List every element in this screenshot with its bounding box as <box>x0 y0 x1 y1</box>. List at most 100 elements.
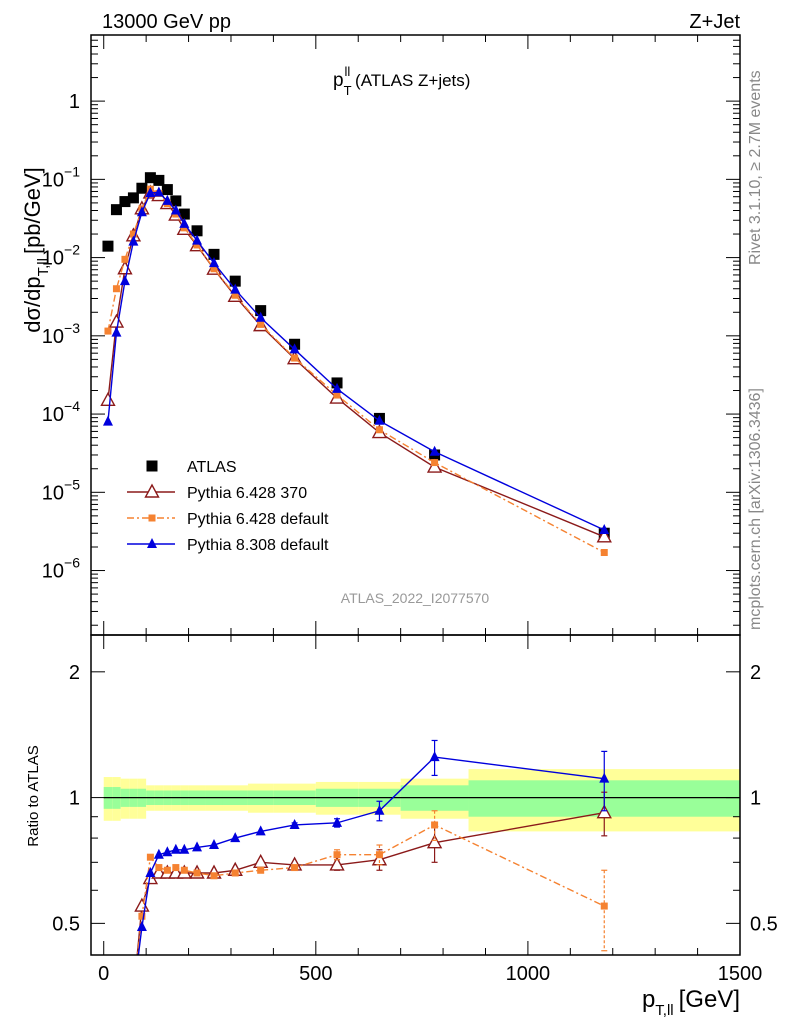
legend-entry: Pythia 6.428 default <box>187 511 329 528</box>
main-ylabel-sub: T,ll <box>35 258 52 276</box>
ratio-data-point <box>193 869 201 877</box>
legend-marker <box>146 460 158 472</box>
main-data-point <box>100 391 116 406</box>
ratio-data-point <box>596 804 612 819</box>
legend: ATLAS Pythia 6.428 370 Pythia 6.428 defaul… <box>127 459 329 554</box>
ratio-data-point <box>138 912 146 920</box>
ratio-data-point <box>209 839 220 850</box>
ratio-ytick-label-right: 0.5 <box>750 913 778 935</box>
plot-title-sub: T <box>344 83 352 98</box>
ratio-data-point <box>145 866 156 877</box>
mcplots-label: mcplots.cern.ch [arXiv:1306.3436] <box>747 388 764 630</box>
ratio-ytick-label-right: 1 <box>750 788 761 810</box>
main-axis-ticks: 10−6 10−5 10−4 10−3 10−2 10−1 1 <box>42 34 740 626</box>
ratio-data-point <box>210 872 218 880</box>
main-data-point <box>210 265 218 273</box>
main-data-point <box>129 230 137 238</box>
ratio-data-point <box>255 825 266 836</box>
main-ytick-label: 10−2 <box>42 242 80 270</box>
plot-title-rest: (ATLAS Z+jets) <box>350 71 470 90</box>
ratio-uncertainty-bands <box>103 769 740 832</box>
main-data-point <box>161 184 173 196</box>
plot-title: pTll (ATLAS Z+jets) <box>333 64 470 98</box>
main-data-point <box>136 182 148 194</box>
ratio-data-point <box>162 846 173 857</box>
ratio-data-point <box>192 841 203 852</box>
ratio-xtick-label: 1500 <box>718 963 763 985</box>
ratio-data-point <box>374 804 385 815</box>
main-data-point <box>332 382 343 393</box>
ratio-data-point <box>257 866 265 874</box>
ratio-ylabel: Ratio to ATLAS <box>25 745 42 846</box>
ratio-data-point <box>252 853 269 869</box>
main-data-point <box>255 311 266 322</box>
ratio-series-line <box>137 756 605 955</box>
plot-frames <box>90 34 741 956</box>
ratio-data-point <box>155 864 163 872</box>
main-data-point <box>209 257 220 268</box>
ratio-ytick-label-right: 2 <box>750 662 761 684</box>
main-data-point <box>429 445 440 456</box>
main-data-point <box>162 194 173 205</box>
header-left: 13000 GeV pp <box>102 11 231 33</box>
plot-title-sup: ll <box>345 64 351 79</box>
main-data-point <box>426 458 443 473</box>
main-data-point <box>170 195 182 207</box>
main-ytick-label: 10−4 <box>42 398 80 426</box>
ratio-data-point <box>230 832 241 843</box>
main-data-point <box>333 391 341 399</box>
ratio-data-point <box>136 921 147 932</box>
main-ylabel-text: dσ/dp <box>20 276 45 332</box>
main-data-point <box>600 549 608 557</box>
ratio-ytick-label: 1 <box>69 788 80 810</box>
ratio-data-point <box>231 869 239 877</box>
ratio-data-point <box>600 902 608 910</box>
main-data-point <box>374 414 385 425</box>
ratio-xlabel-unit: [GeV] <box>679 986 740 1013</box>
main-data-point <box>596 528 612 543</box>
main-data-point <box>289 343 300 354</box>
ratio-data-point <box>429 751 440 762</box>
main-data-point <box>257 320 265 328</box>
ratio-data-point <box>172 864 180 872</box>
main-data-point <box>110 204 122 216</box>
main-data-point <box>145 186 156 197</box>
ratio-data-point <box>180 866 188 874</box>
ratio-data-point <box>333 851 341 859</box>
main-data-point <box>291 354 299 362</box>
main-data-point <box>108 313 125 328</box>
ratio-data-point <box>291 864 299 872</box>
main-data-point <box>127 192 139 204</box>
ratio-series-line <box>136 824 605 955</box>
main-data-point <box>104 327 112 335</box>
ratio-data-point <box>431 821 439 829</box>
main-data-point <box>112 285 120 293</box>
main-data-point <box>102 240 114 252</box>
analysis-label: ATLAS_2022_I2077570 <box>341 590 490 606</box>
main-data-point <box>121 255 129 263</box>
main-data-point <box>128 235 139 246</box>
ratio-series-layer <box>134 739 612 955</box>
legend-marker <box>144 483 160 498</box>
main-data-point <box>153 174 165 186</box>
main-data-point <box>231 291 239 299</box>
header-right: Z+Jet <box>689 11 740 33</box>
main-data-point <box>153 186 164 197</box>
main-data-point <box>119 275 130 286</box>
ratio-data-point <box>332 816 343 827</box>
ratio-data-point <box>329 856 345 871</box>
main-data-point <box>170 204 181 215</box>
ratio-xlabel: pT,ll [GeV] <box>642 986 740 1019</box>
main-data-point <box>117 260 133 275</box>
ratio-data-point <box>163 866 171 874</box>
main-ytick-label: 10−5 <box>42 476 80 504</box>
main-data-point <box>178 208 190 220</box>
main-ylabel: dσ/dpT,ll [pb/GeV] <box>20 167 52 333</box>
ratio-data-point <box>146 853 154 861</box>
ratio-ytick-label: 2 <box>69 662 80 684</box>
ratio-xtick-label: 1000 <box>506 963 551 985</box>
legend-entry: ATLAS <box>187 459 237 476</box>
main-ytick-label: 10−1 <box>42 163 80 191</box>
plot-title-main: p <box>333 70 344 91</box>
